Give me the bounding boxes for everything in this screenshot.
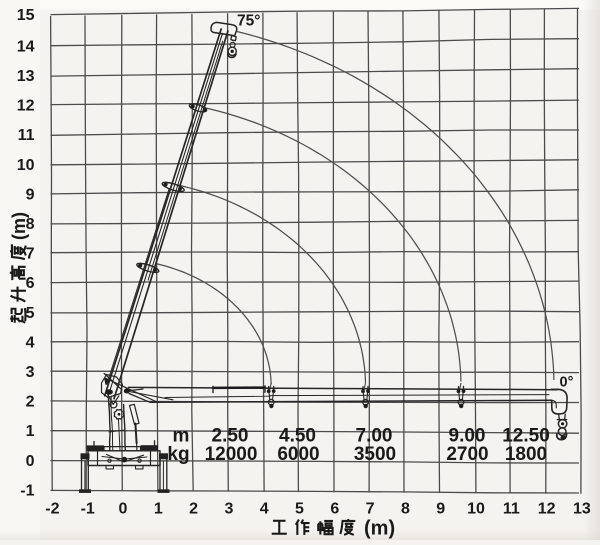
svg-text:7.00: 7.00 (356, 426, 393, 447)
svg-text:4: 4 (260, 501, 269, 518)
svg-text:7: 7 (26, 246, 35, 263)
svg-text:12.50: 12.50 (502, 426, 550, 447)
svg-text:5: 5 (26, 305, 35, 322)
svg-text:15: 15 (17, 7, 35, 24)
svg-text:13: 13 (17, 68, 35, 85)
svg-text:14: 14 (17, 38, 35, 55)
svg-text:10: 10 (467, 501, 485, 518)
svg-text:(m): (m) (9, 212, 29, 240)
svg-text:4.50: 4.50 (279, 426, 316, 447)
svg-text:9.00: 9.00 (449, 426, 486, 447)
svg-text:0: 0 (119, 501, 128, 518)
svg-text:13: 13 (573, 501, 591, 518)
svg-text:12: 12 (538, 501, 556, 518)
svg-text:8: 8 (26, 216, 35, 233)
svg-text:1: 1 (26, 423, 35, 440)
svg-text:2700: 2700 (446, 444, 488, 465)
svg-text:9: 9 (436, 501, 445, 518)
svg-text:7: 7 (366, 501, 375, 518)
svg-text:-1: -1 (20, 482, 34, 499)
svg-text:8: 8 (401, 501, 410, 518)
svg-text:11: 11 (18, 127, 35, 144)
svg-text:6: 6 (26, 275, 35, 292)
svg-text:0°: 0° (560, 375, 574, 391)
svg-text:5: 5 (295, 501, 304, 518)
svg-text:-1: -1 (81, 501, 95, 518)
svg-text:2: 2 (189, 501, 198, 518)
svg-text:m: m (173, 426, 190, 447)
svg-text:(m): (m) (364, 518, 395, 540)
svg-text:-2: -2 (45, 501, 59, 518)
svg-text:2: 2 (26, 394, 35, 411)
svg-text:3500: 3500 (354, 444, 396, 465)
svg-text:3: 3 (224, 501, 233, 518)
svg-text:4: 4 (26, 334, 35, 351)
svg-text:1: 1 (154, 501, 163, 518)
svg-text:1800: 1800 (505, 444, 547, 465)
svg-text:12: 12 (17, 98, 35, 115)
svg-text:6: 6 (330, 501, 339, 518)
svg-text:kg: kg (167, 444, 189, 465)
svg-text:6000: 6000 (277, 444, 319, 465)
svg-text:10: 10 (17, 157, 35, 174)
svg-text:12000: 12000 (205, 444, 258, 465)
svg-text:11: 11 (503, 501, 520, 518)
svg-text:75°: 75° (237, 13, 260, 30)
svg-text:9: 9 (26, 186, 35, 203)
svg-text:3: 3 (26, 364, 35, 381)
svg-text:2.50: 2.50 (212, 426, 249, 447)
svg-text:0: 0 (26, 453, 35, 470)
